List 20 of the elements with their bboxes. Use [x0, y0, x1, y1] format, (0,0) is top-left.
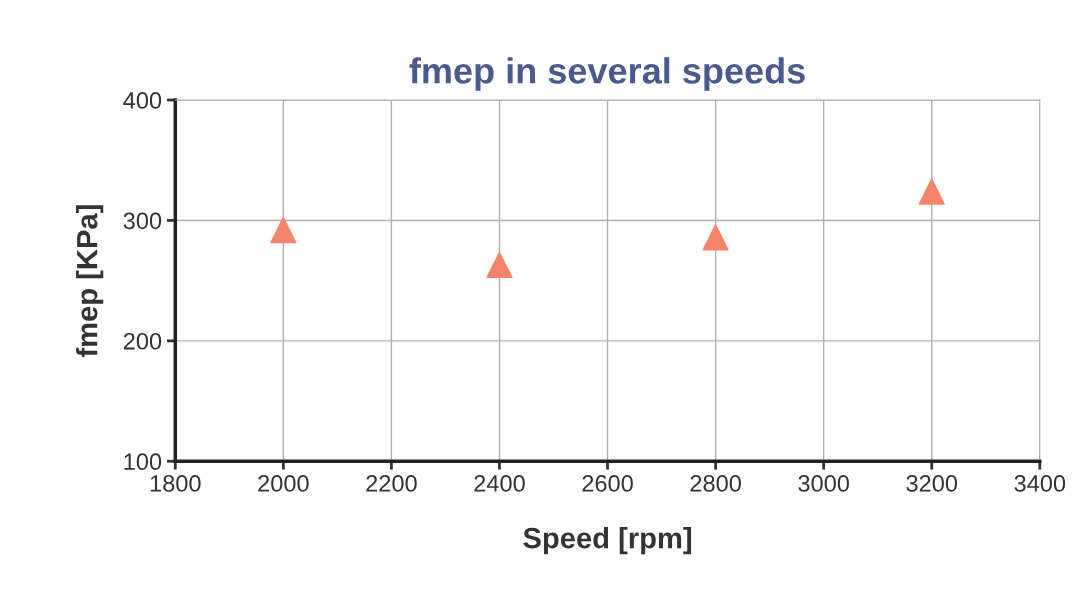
x-tick-label: 2600 — [582, 475, 633, 492]
x-tick-label: 2200 — [366, 475, 417, 492]
x-tick-label: 1800 — [150, 475, 201, 492]
chart-title: fmep in several speeds — [409, 57, 805, 91]
y-tick-label: 400 — [123, 92, 162, 109]
y-tick-label: 300 — [123, 212, 162, 230]
x-tick-label: 2000 — [258, 475, 309, 492]
x-tick-label: 3400 — [1014, 475, 1066, 492]
point — [918, 178, 945, 205]
x-tick-label: 2400 — [474, 475, 525, 492]
x-tick-label: 2800 — [690, 475, 741, 492]
x-axis-title: Speed [rpm] — [523, 526, 691, 555]
x-tick-label: 3000 — [798, 475, 850, 492]
y-axis-title: fmep [KPa] — [76, 205, 104, 358]
point — [270, 216, 297, 244]
y-tick-label: 100 — [124, 453, 162, 471]
point — [702, 224, 729, 251]
point — [486, 251, 513, 279]
y-tick-label: 200 — [123, 332, 162, 350]
x-tick-label: 3200 — [906, 475, 958, 492]
